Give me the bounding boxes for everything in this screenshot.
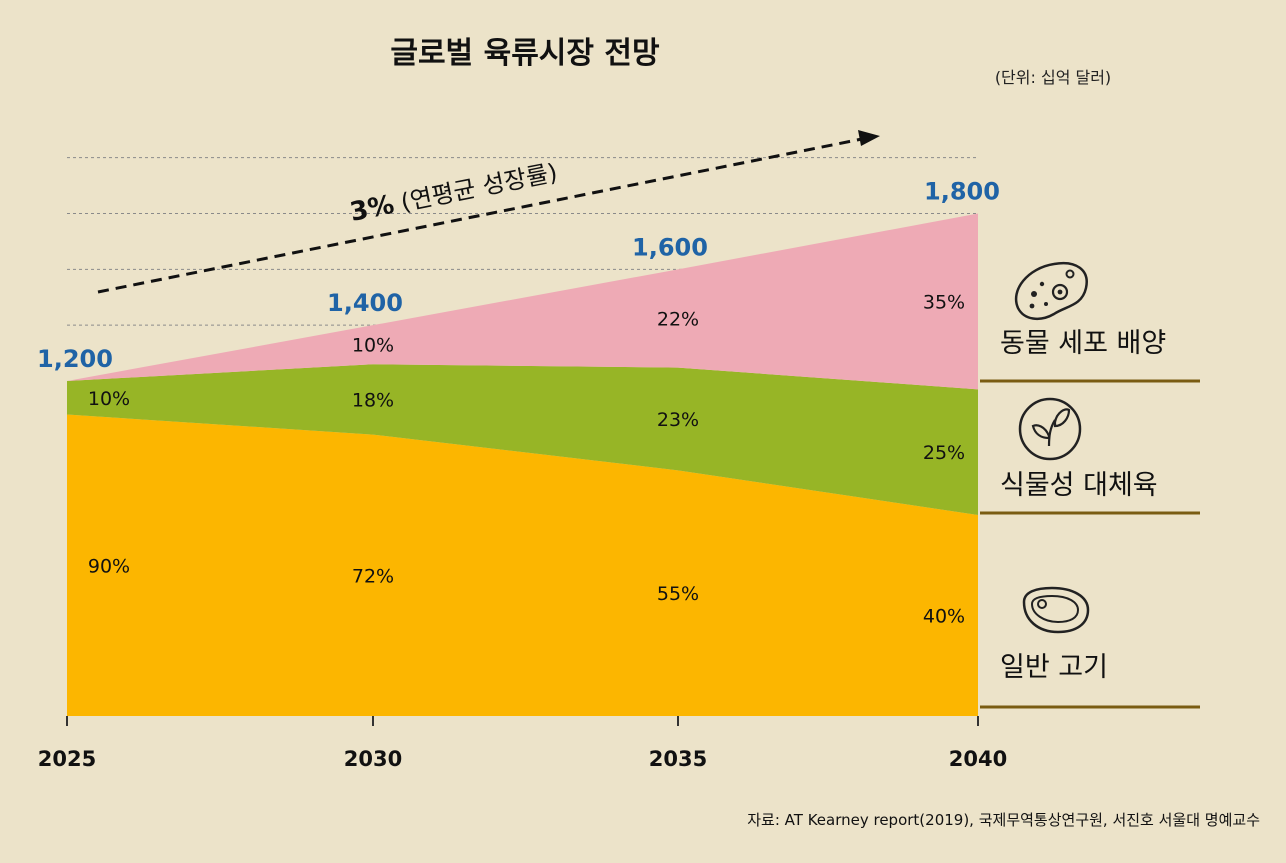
x-tick-label-2040: 2040 <box>949 747 1007 771</box>
percent-label-cell-2035: 22% <box>657 308 699 330</box>
legend-item-plant: 식물성 대체육 <box>1000 397 1158 501</box>
area-plant <box>67 364 978 515</box>
percent-label-meat-2040: 40% <box>923 606 965 628</box>
total-label-2025: 1,200 <box>37 345 113 373</box>
x-axis: 2025 2030 2035 2040 <box>38 716 1007 771</box>
percent-label-meat-2025: 90% <box>88 555 130 577</box>
gridlines <box>67 157 978 326</box>
leaf-icon <box>1018 397 1082 461</box>
unit-label: (단위: 십억 달러) <box>995 68 1111 87</box>
growth-arrow-line <box>97 137 863 294</box>
percent-label-plant-2040: 25% <box>923 442 965 464</box>
area-series <box>67 213 978 716</box>
x-tick-label-2025: 2025 <box>38 747 96 771</box>
steak-icon <box>1022 586 1090 634</box>
legend: 동물 세포 배양 식물성 대체육 일반 고기 <box>980 261 1200 709</box>
source-note: 자료: AT Kearney report(2019), 국제무역통상연구원, … <box>747 811 1260 829</box>
percent-label-plant-2030: 18% <box>352 389 394 411</box>
percent-label-meat-2030: 72% <box>352 565 394 587</box>
cell-culture-icon <box>1015 261 1088 321</box>
legend-item-cell: 동물 세포 배양 <box>1000 261 1166 359</box>
legend-label-cell: 동물 세포 배양 <box>1000 328 1166 359</box>
percent-label-meat-2035: 55% <box>657 583 699 605</box>
legend-item-meat: 일반 고기 <box>1000 586 1108 683</box>
x-tick-label-2035: 2035 <box>649 747 707 771</box>
growth-arrowhead-icon <box>858 130 880 146</box>
legend-label-plant: 식물성 대체육 <box>1000 470 1158 501</box>
total-value-labels: 1,200 1,400 1,600 1,800 <box>37 178 1000 374</box>
total-label-2035: 1,600 <box>632 233 708 261</box>
total-label-2040: 1,800 <box>924 178 1000 206</box>
x-tick-label-2030: 2030 <box>344 747 402 771</box>
total-label-2030: 1,400 <box>327 289 403 317</box>
chart-title: 글로벌 육류시장 전망 <box>390 36 660 71</box>
percent-label-plant-2035: 23% <box>657 409 699 431</box>
percent-label-cell-2030: 10% <box>352 335 394 357</box>
percent-label-plant-2025: 10% <box>88 388 130 410</box>
percent-label-cell-2040: 35% <box>923 291 965 313</box>
legend-label-meat: 일반 고기 <box>1000 652 1108 683</box>
area-cell <box>67 213 978 390</box>
percent-labels: 90% 72% 55% 40% 10% 18% 23% 25% 10% 22% 35% <box>88 291 965 627</box>
area-meat <box>67 414 978 716</box>
